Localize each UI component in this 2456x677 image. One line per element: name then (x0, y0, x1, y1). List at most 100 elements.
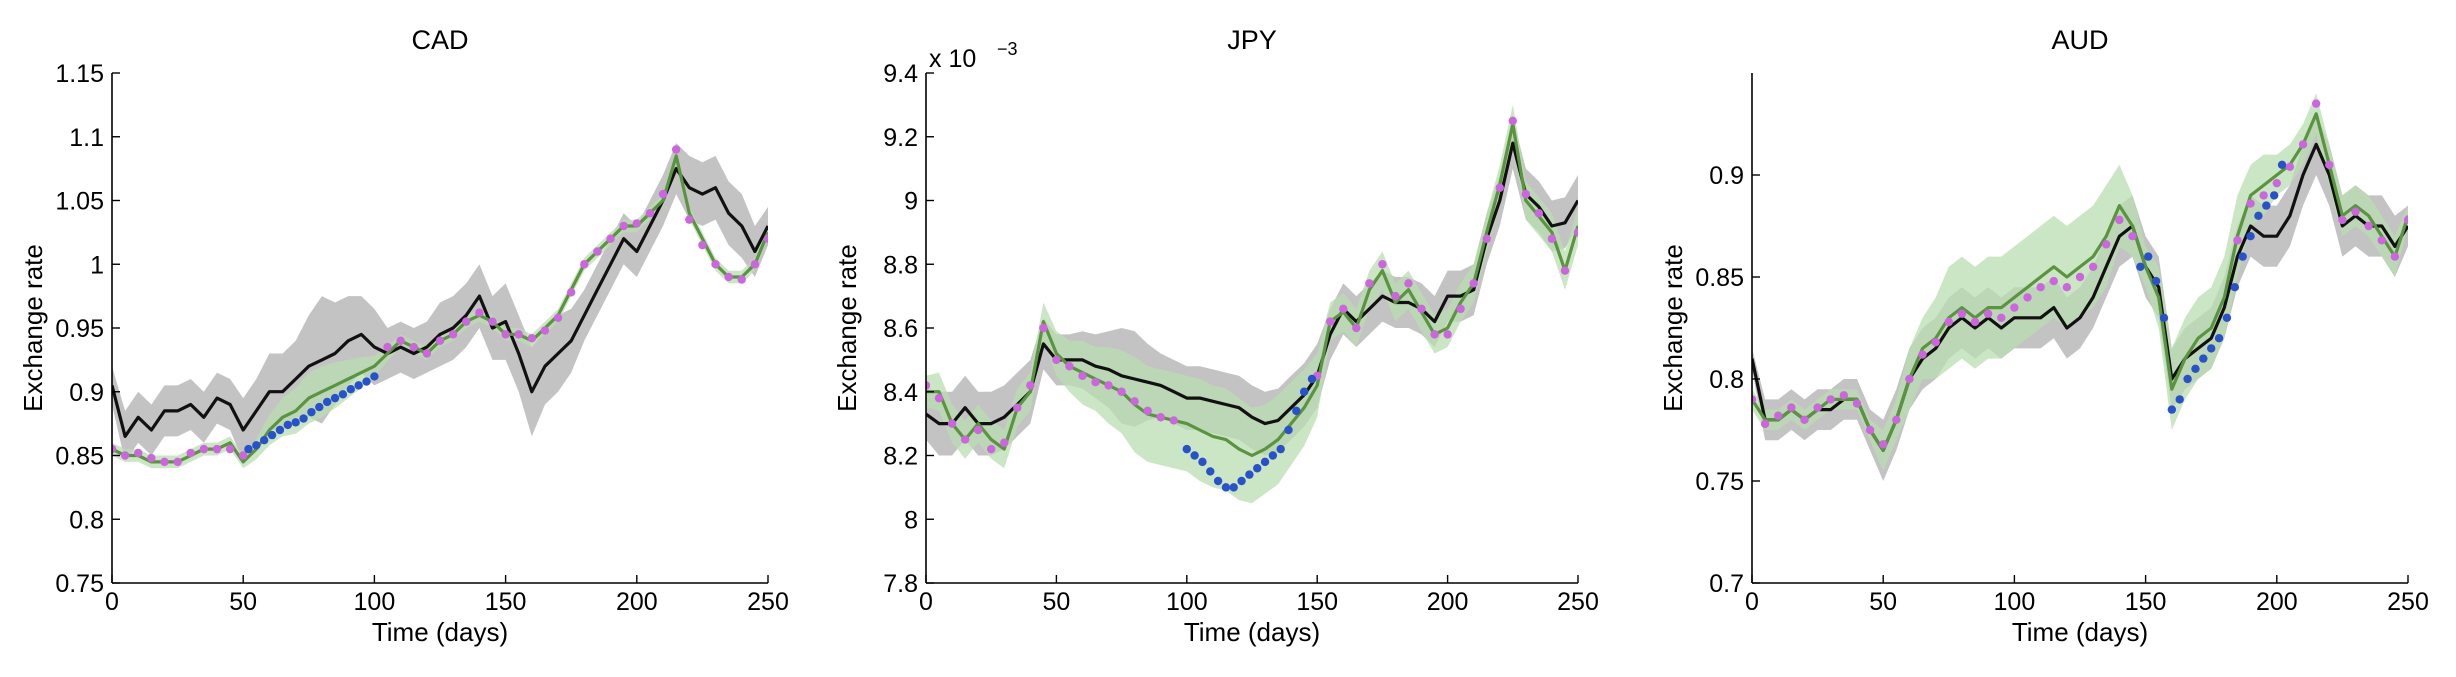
magenta-data-point (2062, 283, 2072, 292)
magenta-data-point (1547, 234, 1557, 243)
magenta-data-point (422, 349, 432, 358)
blue-data-point (1206, 467, 1215, 476)
magenta-data-point (2403, 215, 2408, 225)
magenta-data-point (120, 451, 130, 460)
blue-data-point (338, 390, 348, 399)
magenta-data-point (724, 272, 733, 282)
magenta-data-point (763, 234, 768, 243)
blue-data-point (315, 402, 324, 412)
magenta-data-point (409, 342, 418, 352)
magenta-data-point (2377, 236, 2386, 245)
blue-data-point (354, 381, 363, 390)
magenta-data-point (1104, 381, 1113, 390)
y-tick-label: 0.85 (1695, 264, 1744, 292)
magenta-data-point (606, 234, 615, 243)
x-axis-label: Time (days) (372, 617, 508, 647)
magenta-data-point (737, 275, 746, 284)
blue-data-point (1190, 451, 1199, 460)
x-tick-label: 50 (1869, 588, 1897, 616)
blue-data-point (299, 414, 308, 423)
x-axis-label: Time (days) (1184, 617, 1320, 647)
magenta-data-point (1039, 323, 1048, 333)
magenta-data-point (1892, 415, 1901, 424)
magenta-data-point (973, 425, 983, 435)
magenta-data-point (2272, 178, 2281, 188)
magenta-data-point (448, 330, 458, 339)
magenta-data-point (1983, 309, 1993, 318)
blue-data-point (259, 436, 269, 445)
magenta-data-point (488, 317, 497, 326)
magenta-data-point (1879, 440, 1888, 449)
magenta-data-point (1905, 374, 1914, 384)
x-axis-label: Time (days) (2012, 617, 2148, 647)
magenta-data-point (199, 444, 209, 454)
blue-data-point (2238, 252, 2247, 261)
magenta-data-point (501, 330, 510, 339)
blue-data-point (2262, 201, 2271, 210)
magenta-data-point (1508, 116, 1518, 126)
x-tick-label: 100 (1994, 588, 2036, 616)
blue-data-point (1268, 451, 1278, 460)
y-tick-label: 9 (904, 188, 918, 216)
magenta-data-point (1065, 362, 1074, 371)
magenta-data-point (2246, 199, 2255, 208)
plot-area (112, 143, 768, 469)
green-confidence-band (926, 104, 1578, 504)
magenta-data-point (698, 240, 707, 250)
magenta-data-point (1918, 350, 1927, 359)
magenta-data-point (2364, 221, 2373, 231)
blue-data-point (346, 385, 355, 394)
x-tick-label: 0 (105, 588, 119, 616)
magenta-data-point (1456, 304, 1465, 314)
y-tick-label: 8.8 (883, 251, 918, 279)
magenta-data-point (2298, 140, 2308, 149)
magenta-data-point (1534, 209, 1544, 218)
x-tick-label: 0 (919, 588, 933, 616)
blue-data-point (1229, 483, 1238, 492)
blue-data-point (1182, 444, 1192, 454)
y-tick-label: 8.2 (883, 443, 918, 471)
magenta-data-point (987, 444, 996, 454)
blue-data-point (2199, 354, 2208, 363)
magenta-data-point (711, 260, 720, 269)
x-tick-label: 200 (1427, 588, 1469, 616)
blue-data-point (1237, 476, 1246, 486)
blue-data-point (2191, 364, 2200, 373)
magenta-data-point (1521, 189, 1531, 199)
chart-panel-aud: 0 50 100 150 200 250 0.7 0.75 0.8 0.85 0.9 AUD Time … (1658, 25, 2429, 647)
blue-data-point (1276, 444, 1285, 454)
magenta-data-point (540, 326, 550, 335)
x-tick-label: 100 (1166, 588, 1208, 616)
magenta-data-point (2338, 215, 2347, 225)
y-tick-label: 0.75 (1695, 468, 1744, 496)
blue-data-point (1245, 470, 1254, 479)
magenta-data-point (2102, 240, 2111, 249)
blue-data-point (2183, 374, 2192, 384)
magenta-data-point (1169, 416, 1178, 425)
blue-data-point (322, 397, 332, 407)
magenta-data-point (1469, 279, 1478, 288)
y-tick-label: 0.7 (1709, 570, 1744, 598)
y-tick-label: 1.1 (69, 124, 104, 152)
magenta-data-point (383, 342, 392, 352)
magenta-data-point (2075, 272, 2085, 282)
blue-data-point (2167, 405, 2177, 414)
black-confidence-band (112, 143, 768, 462)
magenta-data-point (1091, 377, 1100, 387)
y-tick-label: 8.4 (883, 379, 918, 407)
y-tick-label: 1.15 (55, 60, 104, 88)
magenta-data-point (2233, 236, 2242, 245)
magenta-data-point (1826, 395, 1835, 404)
x-tick-label: 200 (2256, 588, 2298, 616)
blue-data-point (1292, 406, 1301, 416)
y-tick-label: 0.75 (55, 570, 104, 598)
blue-data-point (2254, 211, 2263, 220)
magenta-data-point (553, 313, 563, 322)
blue-data-point (2222, 313, 2232, 322)
magenta-data-point (1813, 403, 1822, 412)
plot-area (1752, 93, 2408, 482)
magenta-data-point (934, 393, 944, 403)
magenta-data-point (396, 336, 405, 345)
blue-data-point (2207, 344, 2216, 353)
y-tick-label: 0.95 (55, 315, 104, 343)
